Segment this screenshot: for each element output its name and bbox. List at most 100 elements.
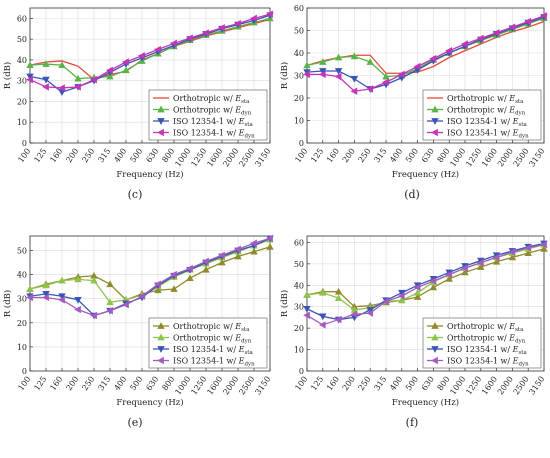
x-tick-label: 200 (341, 375, 357, 393)
y-tick-label: 20 (294, 324, 304, 333)
x-tick-label: 160 (48, 147, 64, 165)
data-point (266, 243, 274, 250)
x-tick-label: 200 (64, 375, 80, 393)
y-tick-label: 40 (294, 49, 304, 58)
panel-label-f: (f) (406, 416, 419, 429)
data-point (106, 72, 114, 80)
legend-marker (431, 333, 439, 341)
legend-label: ISO 12354-1 w/ Edyn (173, 357, 255, 368)
legend-label: Orthotropic w/ Edyn (447, 106, 526, 117)
data-point (138, 52, 145, 60)
series-line (306, 243, 545, 326)
series-line (306, 17, 545, 78)
y-tick-label: 60 (294, 238, 304, 247)
data-point (58, 296, 65, 304)
legend-label: Orthotropic w/ Esta (447, 322, 524, 333)
data-point (524, 249, 532, 257)
data-point (334, 53, 343, 61)
x-tick-label: 160 (48, 375, 64, 393)
x-tick-label: 2000 (496, 147, 515, 169)
data-point (58, 293, 66, 301)
data-point (334, 287, 343, 295)
data-point (154, 286, 162, 294)
panel-label-c: (c) (128, 188, 143, 201)
series-line (306, 248, 545, 308)
x-tick-label: 1000 (448, 147, 467, 169)
series-line (29, 13, 271, 89)
data-point (398, 296, 406, 304)
data-point (382, 72, 390, 80)
data-point (319, 313, 327, 321)
y-tick-label: 40 (17, 56, 27, 65)
x-tick-label: 1000 (448, 375, 467, 397)
data-point (334, 315, 342, 324)
legend-label: Orthotropic w/ Esta (447, 94, 524, 105)
x-tick-label: 250 (357, 147, 373, 165)
data-point (540, 12, 547, 20)
legend-label: ISO 12354-1 w/ Esta (173, 345, 254, 356)
data-point (382, 78, 389, 86)
legend-label: ISO 12354-1 w/ Esta (447, 117, 528, 128)
legend-label: Orthotropic w/ Esta (173, 322, 250, 333)
data-point (429, 277, 437, 285)
y-tick-label: 10 (17, 118, 27, 127)
y-axis-label: R (dB) (279, 290, 290, 317)
series-line (29, 14, 271, 93)
legend-marker (157, 346, 165, 353)
y-axis-label: R (dB) (279, 62, 290, 89)
legend-marker (157, 322, 165, 329)
panel-label-d: (d) (404, 188, 420, 201)
legend-label: ISO 12354-1 w/ Edyn (447, 357, 529, 368)
data-point (540, 240, 547, 249)
x-tick-label: 315 (96, 375, 112, 393)
y-tick-label: 10 (17, 343, 27, 352)
data-point (303, 311, 310, 319)
data-point (42, 83, 49, 91)
x-tick-label: 125 (32, 375, 48, 393)
data-point (476, 34, 484, 43)
x-tick-label: 2000 (221, 375, 240, 397)
data-point (366, 58, 374, 65)
x-tick-label: 200 (64, 147, 80, 165)
x-tick-label: 500 (404, 147, 420, 165)
data-point (397, 70, 405, 79)
data-point (42, 293, 49, 302)
data-point (202, 29, 209, 37)
y-tick-label: 40 (17, 271, 27, 280)
data-point (303, 291, 311, 298)
x-tick-label: 315 (96, 147, 112, 165)
data-point (58, 84, 65, 92)
data-point (319, 58, 327, 65)
y-tick-label: 0 (22, 139, 27, 148)
data-point (186, 274, 194, 282)
data-point (154, 45, 161, 54)
legend-marker (431, 322, 439, 329)
x-tick-label: 3150 (527, 375, 546, 397)
legend-marker (431, 118, 439, 125)
legend-box (422, 317, 542, 369)
data-point (319, 288, 327, 296)
x-tick-label: 2500 (237, 147, 256, 169)
data-point (508, 23, 516, 31)
series-line (307, 15, 545, 92)
x-tick-label: 2500 (512, 147, 531, 169)
data-point (90, 75, 97, 84)
x-tick-label: 3150 (527, 147, 546, 169)
x-tick-label: 100 (293, 375, 309, 393)
legend-marker (157, 356, 164, 365)
x-tick-label: 500 (128, 375, 144, 393)
data-point (350, 52, 359, 60)
x-tick-label: 200 (341, 147, 357, 165)
y-tick-label: 60 (17, 14, 27, 23)
data-point (508, 248, 516, 256)
data-point (42, 290, 50, 298)
data-point (492, 29, 500, 37)
data-point (413, 62, 421, 71)
x-tick-label: 500 (404, 375, 420, 393)
y-tick-label: 50 (294, 260, 304, 269)
data-point (492, 257, 501, 265)
y-tick-label: 50 (17, 35, 27, 44)
data-point (186, 34, 193, 42)
